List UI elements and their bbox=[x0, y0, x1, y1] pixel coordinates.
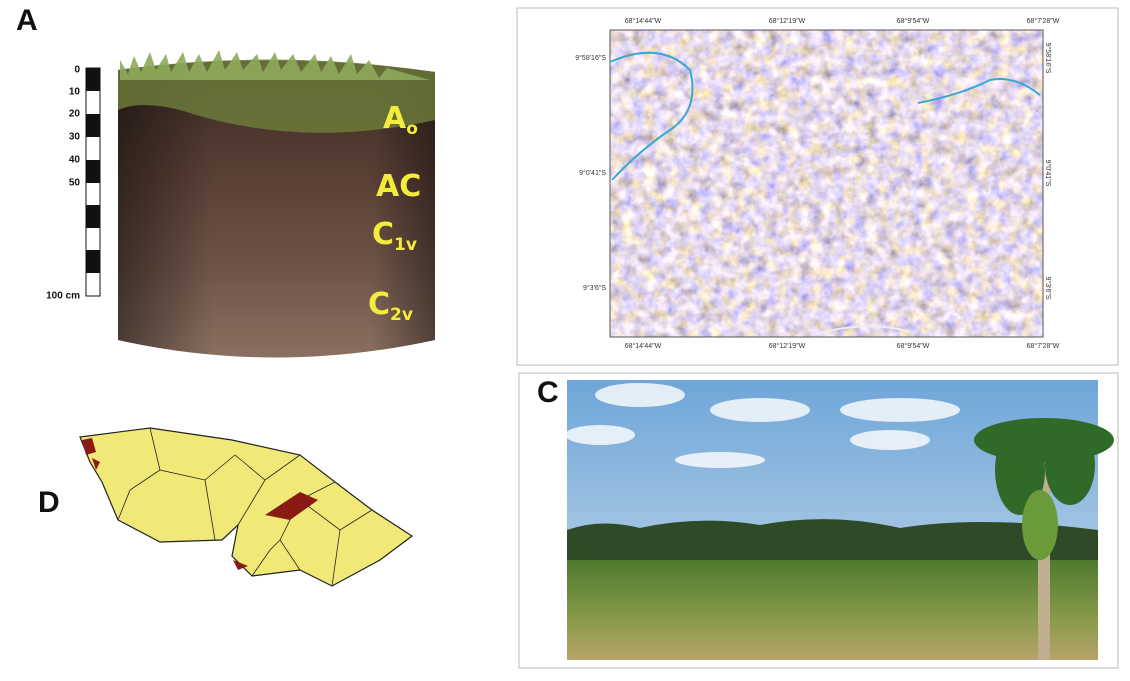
longitude-label: 68°14'44"W bbox=[625, 17, 662, 25]
grass-blades bbox=[120, 50, 430, 80]
panel-label: A bbox=[16, 4, 38, 37]
scale-label: 10 bbox=[69, 87, 81, 98]
latitude-label: 9°3'6"S bbox=[1044, 277, 1052, 300]
longitude-label: 68°12'19"W bbox=[769, 342, 806, 350]
state-map bbox=[80, 428, 412, 586]
latitude-label: 9°0'41"S bbox=[579, 169, 606, 177]
longitude-label: 68°7'28"W bbox=[1027, 342, 1060, 350]
horizon-label: AC bbox=[376, 169, 421, 204]
longitude-label: 68°9'54"W bbox=[897, 342, 930, 350]
longitude-label: 68°12'19"W bbox=[769, 17, 806, 25]
latitude-label: 9°3'6"S bbox=[583, 284, 606, 292]
longitude-label: 68°9'54"W bbox=[897, 17, 930, 25]
scale-label: 100 cm bbox=[46, 291, 80, 302]
latitude-label: 9°58'16"S bbox=[575, 54, 606, 62]
longitude-label: 68°7'28"W bbox=[1027, 17, 1060, 25]
latitude-label: 9°58'16"S bbox=[1044, 43, 1052, 74]
scale-label: 20 bbox=[69, 109, 81, 120]
scale-label: 0 bbox=[74, 65, 80, 76]
scale-label: 30 bbox=[69, 132, 81, 143]
panel-label: C bbox=[537, 376, 559, 409]
satellite-image bbox=[610, 30, 1043, 337]
field bbox=[567, 560, 1098, 660]
panel-label: D bbox=[38, 486, 60, 519]
scale-label: 50 bbox=[69, 178, 81, 189]
figure: A 01020304050100 cm AoACC1vC2v B 68°14'4… bbox=[0, 0, 1130, 681]
scale-label: 40 bbox=[69, 155, 81, 166]
latitude-label: 9°0'41"S bbox=[1044, 160, 1052, 187]
longitude-label: 68°14'44"W bbox=[625, 342, 662, 350]
